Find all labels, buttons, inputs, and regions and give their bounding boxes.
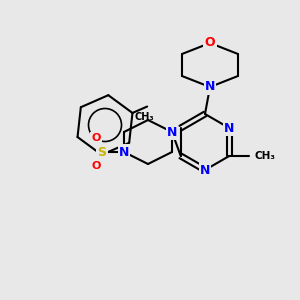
Text: O: O <box>205 37 215 50</box>
Text: N: N <box>167 125 177 139</box>
Text: S: S <box>98 146 106 158</box>
Text: O: O <box>91 133 101 143</box>
Text: N: N <box>200 164 210 176</box>
Text: N: N <box>205 80 215 94</box>
Text: N: N <box>224 122 234 134</box>
Text: CH₃: CH₃ <box>134 112 154 122</box>
Text: N: N <box>119 146 129 158</box>
Text: O: O <box>91 161 101 171</box>
Text: CH₃: CH₃ <box>254 151 275 161</box>
